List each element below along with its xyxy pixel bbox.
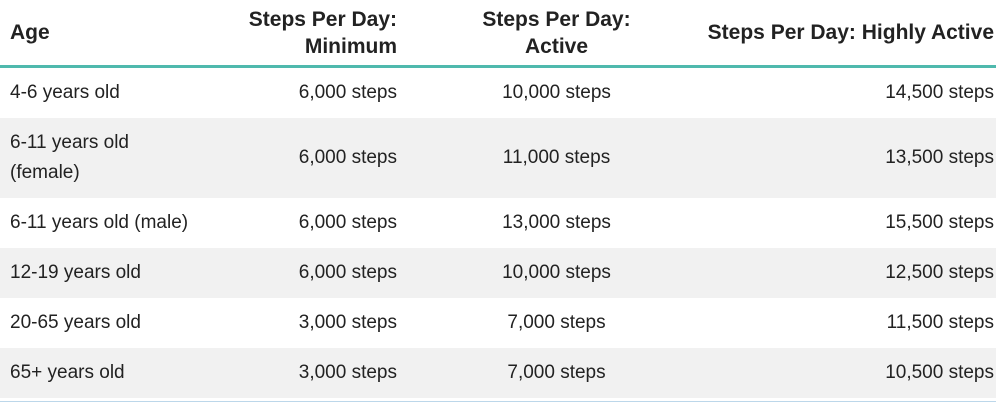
active-cell: 10,000 steps bbox=[502, 262, 611, 283]
minimum-cell: 3,000 steps bbox=[298, 362, 397, 383]
table-row: 65+ years old 3,000 steps 7,000 steps 10… bbox=[0, 348, 996, 398]
age-cell: 6-11 years old (male) bbox=[10, 212, 189, 233]
highly-active-cell: 11,500 steps bbox=[886, 312, 994, 333]
highly-active-cell: 10,500 steps bbox=[885, 362, 994, 383]
minimum-cell: 6,000 steps bbox=[298, 82, 397, 103]
age-cell: 65+ years old bbox=[10, 362, 125, 383]
highly-active-cell: 12,500 steps bbox=[885, 262, 994, 283]
active-cell: 7,000 steps bbox=[507, 312, 606, 333]
age-cell: 6-11 years old (female) bbox=[10, 132, 129, 183]
active-cell: 11,000 steps bbox=[502, 147, 611, 168]
minimum-cell: 6,000 steps bbox=[298, 262, 397, 283]
header-active: Steps Per Day: Active bbox=[482, 7, 631, 58]
table-header: Age Steps Per Day: Minimum Steps Per Day… bbox=[0, 0, 996, 68]
table-row: 6-11 years old (female) 6,000 steps 11,0… bbox=[0, 118, 996, 198]
minimum-cell: 6,000 steps bbox=[298, 147, 397, 168]
table-row: 20-65 years old 3,000 steps 7,000 steps … bbox=[0, 298, 996, 348]
age-cell: 20-65 years old bbox=[10, 312, 141, 333]
age-cell: 4-6 years old bbox=[10, 82, 120, 103]
table-row: 4-6 years old 6,000 steps 10,000 steps 1… bbox=[0, 68, 996, 118]
active-cell: 7,000 steps bbox=[507, 362, 606, 383]
minimum-cell: 6,000 steps bbox=[298, 212, 397, 233]
table-row: 6-11 years old (male) 6,000 steps 13,000… bbox=[0, 198, 996, 248]
header-age: Age bbox=[10, 21, 50, 44]
table-row: 12-19 years old 6,000 steps 10,000 steps… bbox=[0, 248, 996, 298]
highly-active-cell: 13,500 steps bbox=[885, 147, 994, 168]
header-highly-active: Steps Per Day: Highly Active bbox=[707, 21, 994, 44]
table-bottom-border bbox=[0, 401, 996, 402]
active-cell: 10,000 steps bbox=[502, 82, 611, 103]
active-cell: 13,000 steps bbox=[502, 212, 611, 233]
header-minimum: Steps Per Day: Minimum bbox=[248, 7, 397, 58]
highly-active-cell: 14,500 steps bbox=[885, 82, 994, 103]
age-cell: 12-19 years old bbox=[10, 262, 141, 283]
minimum-cell: 3,000 steps bbox=[298, 312, 397, 333]
highly-active-cell: 15,500 steps bbox=[885, 212, 994, 233]
